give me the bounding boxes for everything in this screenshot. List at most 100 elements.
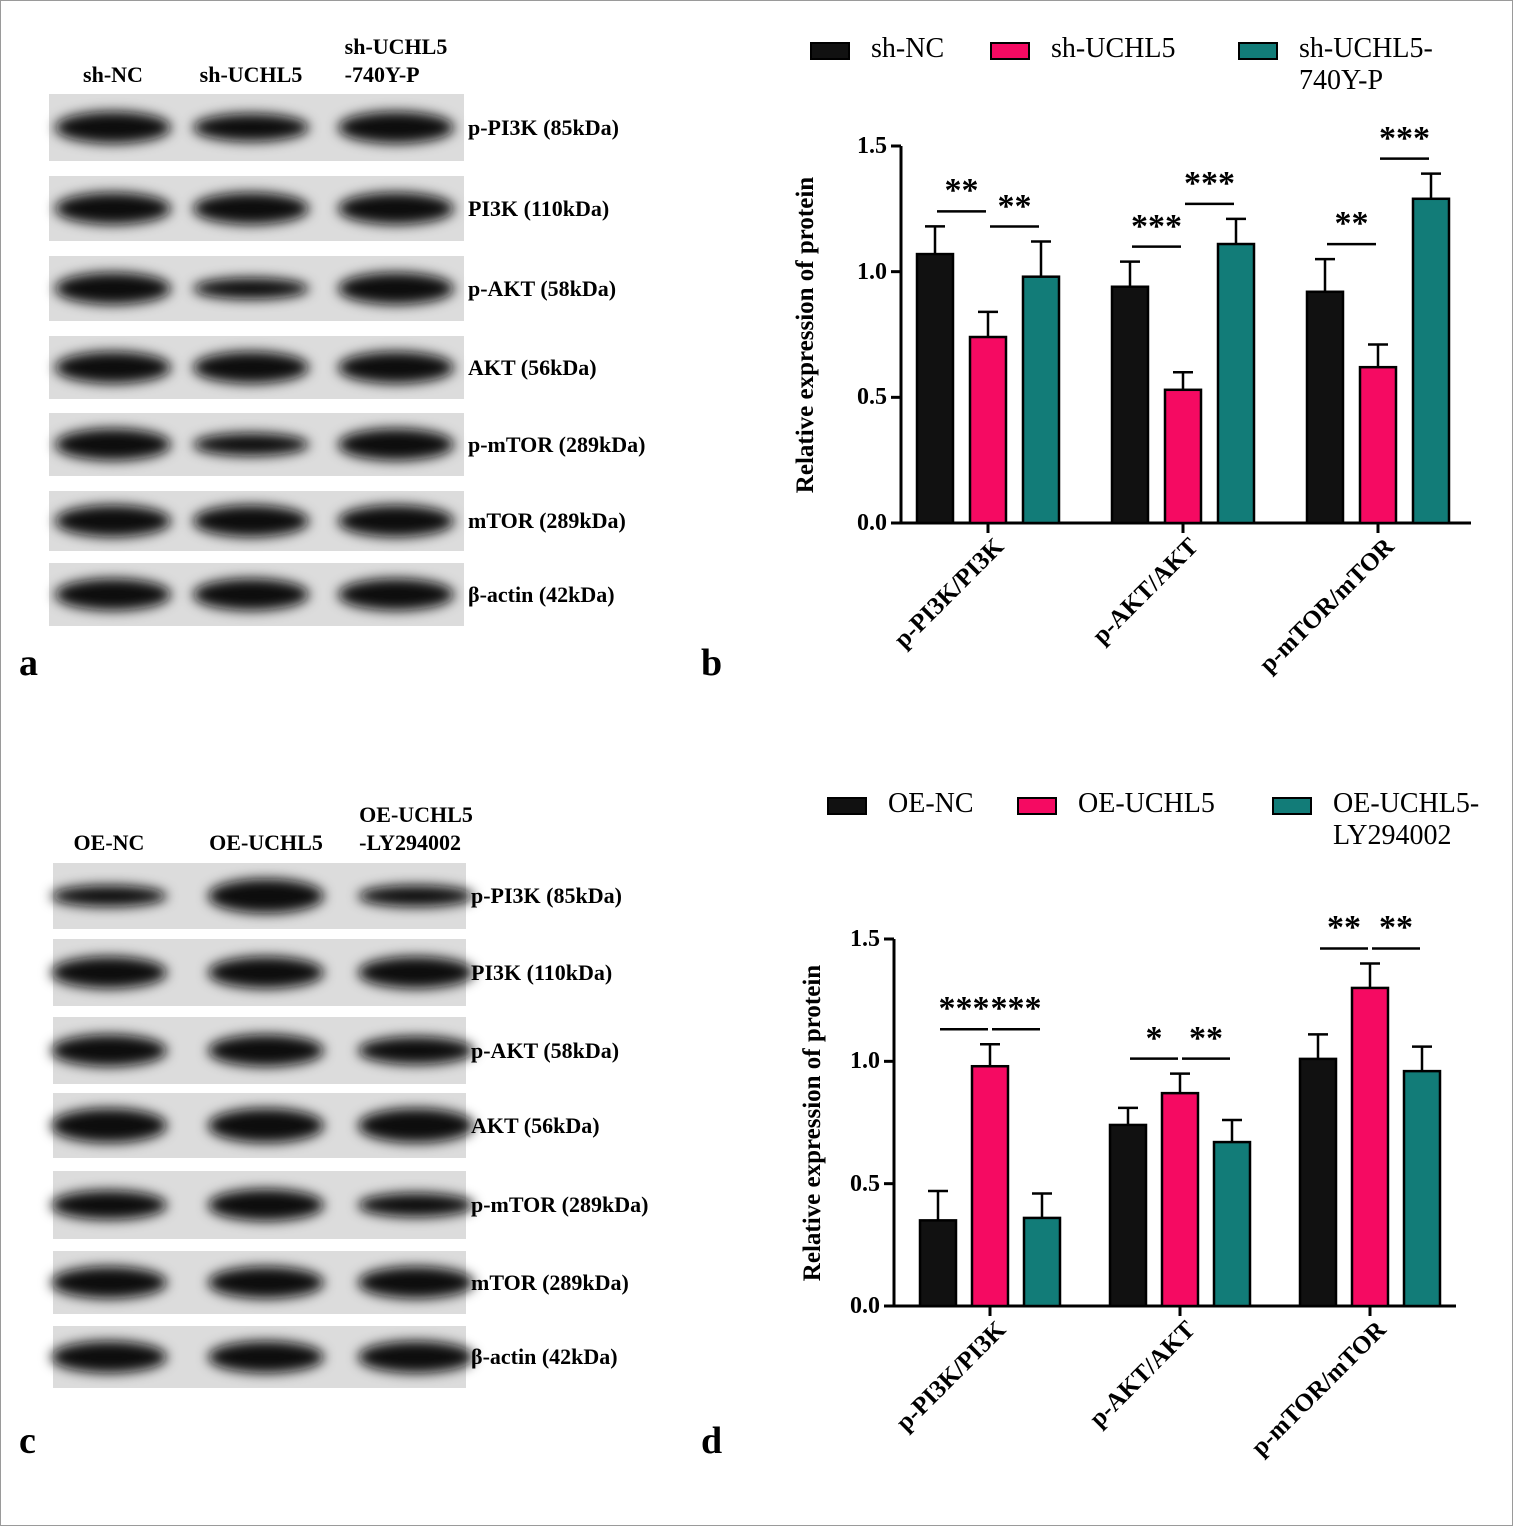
blot-band xyxy=(338,505,454,537)
blot-band xyxy=(51,1341,167,1373)
blot-band xyxy=(55,578,171,611)
error-bar xyxy=(1031,240,1051,277)
legend-swatch xyxy=(810,42,850,60)
band-label: p-mTOR (289kDa) xyxy=(468,431,646,457)
blot-band xyxy=(358,885,474,907)
blot-band xyxy=(358,1192,474,1218)
legend-label: sh-NC xyxy=(871,33,945,64)
bar xyxy=(970,1064,1010,1308)
significance-label: ** xyxy=(1189,1019,1223,1057)
lane-label: OE-UCHL5 xyxy=(209,830,323,855)
bar xyxy=(1402,1069,1442,1308)
blot-band xyxy=(358,1341,474,1373)
error-bar xyxy=(980,1042,1000,1067)
blot-band xyxy=(208,1189,324,1221)
bar xyxy=(1022,1216,1062,1308)
bar xyxy=(1212,1140,1252,1308)
bar xyxy=(1163,388,1203,525)
y-tick-label: 1.5 xyxy=(857,133,887,159)
panel-letter: a xyxy=(19,642,38,684)
band-label: p-AKT (58kDa) xyxy=(471,1037,620,1063)
y-tick-label: 0.0 xyxy=(850,1293,880,1319)
panel-letter: d xyxy=(701,1420,723,1462)
error-bar xyxy=(1315,257,1335,292)
error-bar xyxy=(1360,962,1380,988)
lane-label: sh-UCHL5 xyxy=(199,62,303,87)
significance-label: * xyxy=(1145,1019,1163,1057)
bar xyxy=(1350,986,1390,1308)
error-bar xyxy=(1222,1118,1242,1143)
blot-band xyxy=(338,351,454,384)
error-bar xyxy=(1032,1192,1052,1218)
error-bar xyxy=(1368,343,1388,368)
band-label: p-mTOR (289kDa) xyxy=(471,1192,649,1217)
bar xyxy=(1021,275,1061,525)
legend-label: OE-UCHL5 xyxy=(1078,788,1215,819)
y-tick-label: 0.5 xyxy=(850,1170,880,1197)
error-bar xyxy=(1120,260,1140,287)
blot-band xyxy=(55,111,171,144)
legend-label: OE-UCHL5- LY294002 xyxy=(1333,788,1480,851)
error-bar xyxy=(1170,1072,1190,1094)
legend-swatch xyxy=(827,797,867,815)
bar xyxy=(1216,242,1256,525)
significance-label: ** xyxy=(1327,909,1361,947)
band-label: PI3K (110kDa) xyxy=(468,195,610,221)
bar xyxy=(1110,285,1150,525)
legend-swatch xyxy=(1017,797,1057,815)
error-bar xyxy=(928,1189,948,1221)
blot-band xyxy=(193,113,309,142)
bar xyxy=(1108,1123,1148,1308)
significance-label: ** xyxy=(944,172,979,210)
significance-label: *** xyxy=(938,990,990,1028)
error-bar xyxy=(1412,1045,1432,1072)
y-tick-label: 1.0 xyxy=(850,1048,880,1075)
bar xyxy=(968,335,1008,525)
significance-label: *** xyxy=(1184,164,1235,202)
significance-label: *** xyxy=(1131,207,1182,245)
blot-band xyxy=(193,578,309,611)
blot-band xyxy=(51,956,167,989)
blot-band xyxy=(338,272,454,305)
significance-label: ** xyxy=(1379,909,1413,947)
legend-label: sh-UCHL5 xyxy=(1051,33,1176,64)
blot-band xyxy=(338,578,454,611)
bar xyxy=(918,1219,958,1308)
band-label: mTOR (289kDa) xyxy=(468,508,626,533)
error-bar xyxy=(925,225,945,255)
significance-label: *** xyxy=(990,990,1042,1028)
legend-swatch xyxy=(990,42,1030,60)
blot-band xyxy=(193,277,309,300)
lane-label: OE-UCHL5 -LY294002 xyxy=(359,802,473,855)
blot-band xyxy=(208,1341,324,1373)
blot-band xyxy=(338,111,454,144)
blot-band xyxy=(358,1036,474,1065)
blot-band xyxy=(338,192,454,225)
band-label: PI3K (110kDa) xyxy=(471,959,613,985)
band-label: β-actin (42kDa) xyxy=(468,581,615,607)
blot-band xyxy=(358,1108,474,1143)
blot-band xyxy=(55,272,171,305)
blot-band xyxy=(208,956,324,989)
blot-band xyxy=(193,192,309,225)
y-tick-label: 1.0 xyxy=(857,258,887,285)
legend-swatch xyxy=(1272,797,1312,815)
blot-band xyxy=(193,505,309,537)
error-bar xyxy=(1421,172,1441,199)
blot-band xyxy=(208,1108,324,1143)
blot-band xyxy=(358,956,474,989)
legend-label: OE-NC xyxy=(888,788,974,819)
blot-band xyxy=(55,428,171,461)
bar xyxy=(1298,1057,1338,1308)
blot-band xyxy=(51,1266,167,1299)
blot-band xyxy=(193,433,309,456)
blot-band xyxy=(208,878,324,914)
blot-band xyxy=(338,428,454,461)
y-axis-title: Relative expression of protein xyxy=(792,176,819,493)
significance-label: ** xyxy=(997,187,1032,225)
blot-band xyxy=(208,1266,324,1299)
lane-label: sh-UCHL5 -740Y-P xyxy=(344,34,448,87)
lane-label: sh-NC xyxy=(83,62,143,87)
blot-band xyxy=(55,351,171,384)
